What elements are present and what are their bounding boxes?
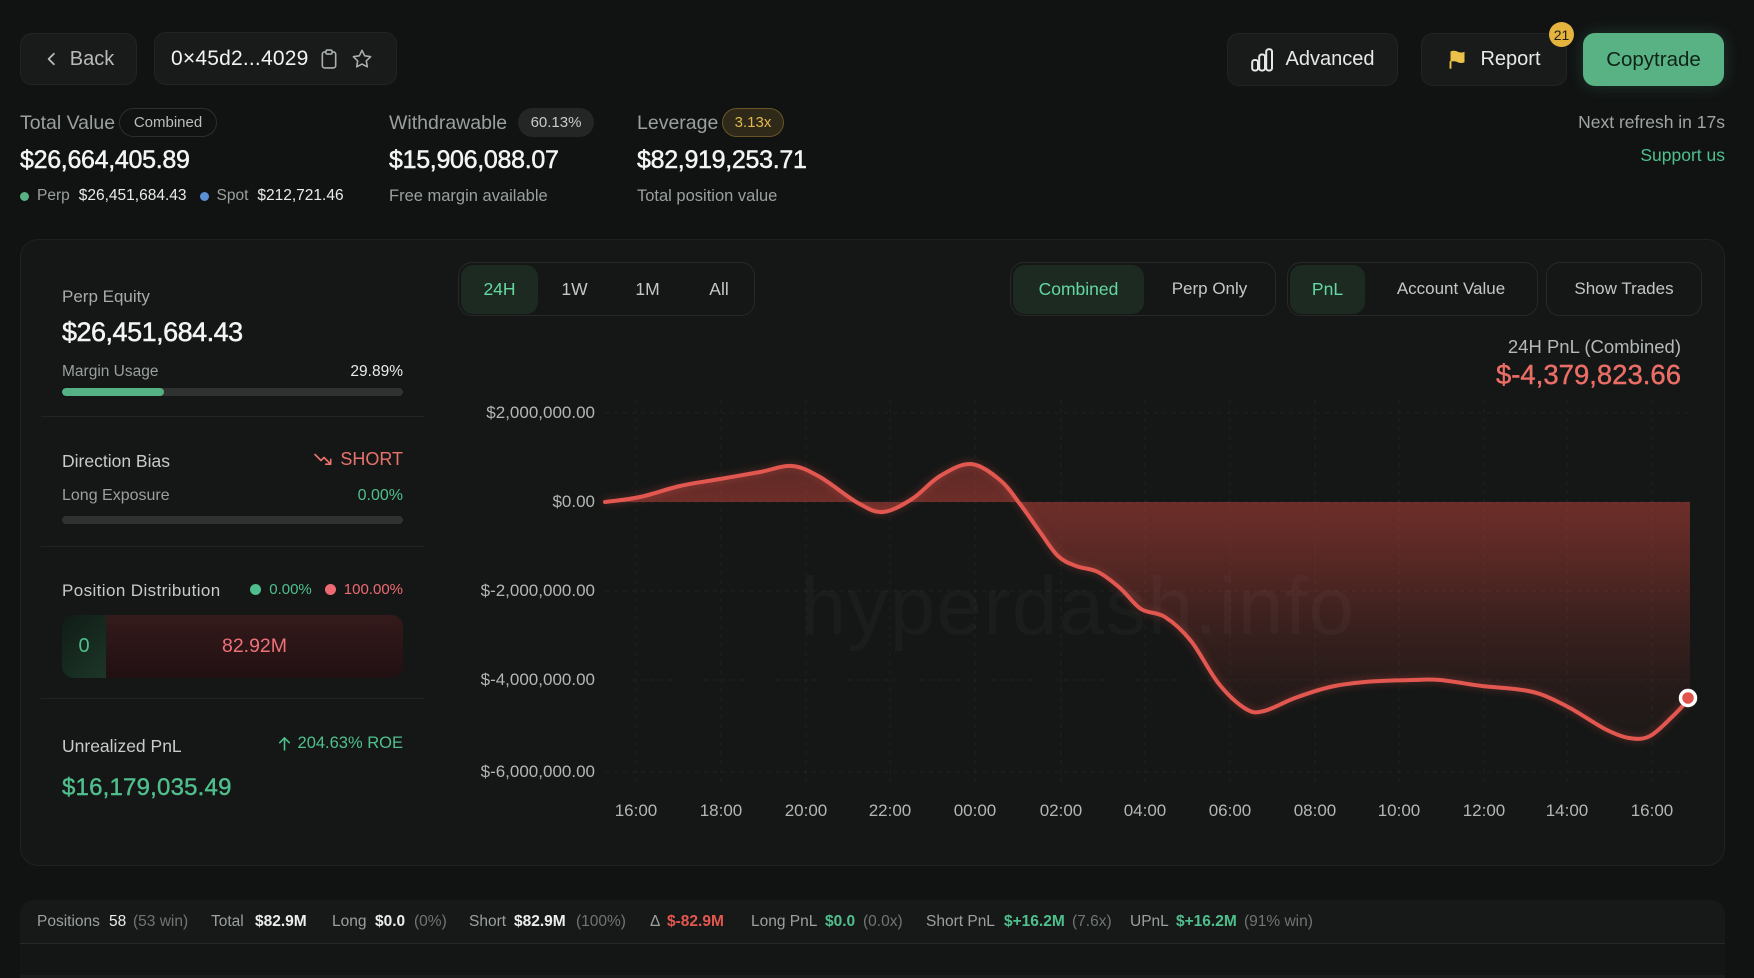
svg-text:$-2,000,000.00: $-2,000,000.00	[481, 581, 595, 600]
svg-text:04:00: 04:00	[1124, 801, 1167, 820]
svg-text:20:00: 20:00	[785, 801, 828, 820]
svg-text:16:00: 16:00	[615, 801, 658, 820]
svg-text:$2,000,000.00: $2,000,000.00	[486, 403, 595, 422]
svg-text:16:00: 16:00	[1631, 801, 1674, 820]
svg-text:02:00: 02:00	[1040, 801, 1083, 820]
svg-text:22:00: 22:00	[869, 801, 912, 820]
svg-text:14:00: 14:00	[1546, 801, 1589, 820]
svg-text:$0.00: $0.00	[552, 492, 595, 511]
svg-text:10:00: 10:00	[1378, 801, 1421, 820]
svg-text:00:00: 00:00	[954, 801, 997, 820]
svg-text:12:00: 12:00	[1463, 801, 1506, 820]
svg-text:06:00: 06:00	[1209, 801, 1252, 820]
svg-text:$-4,000,000.00: $-4,000,000.00	[481, 670, 595, 689]
svg-text:hyperdash.info: hyperdash.info	[801, 561, 1356, 652]
svg-text:$-6,000,000.00: $-6,000,000.00	[481, 762, 595, 781]
svg-text:08:00: 08:00	[1294, 801, 1337, 820]
svg-text:18:00: 18:00	[700, 801, 743, 820]
